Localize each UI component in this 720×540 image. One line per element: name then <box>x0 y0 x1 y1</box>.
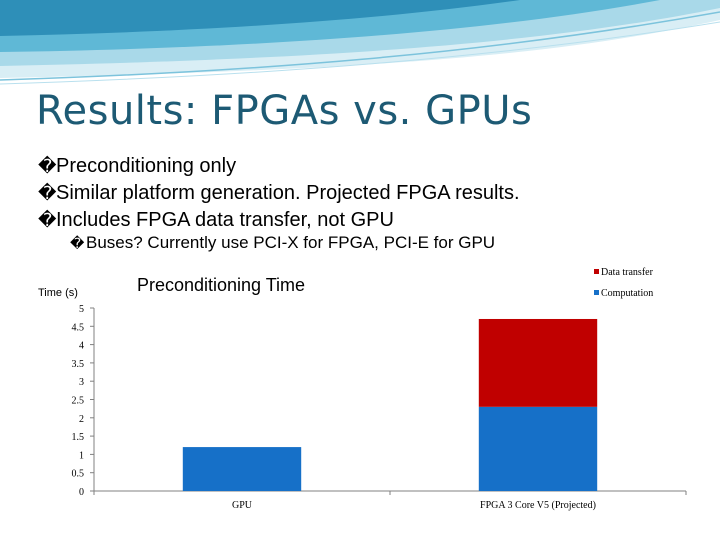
header-wave-decoration <box>0 0 720 85</box>
y-axis-label: Time (s) <box>38 287 78 299</box>
y-tick-label: 5 <box>79 304 84 315</box>
chart-title: Preconditioning Time <box>137 275 305 295</box>
bullet-data-transfer: �Includes FPGA data transfer, not GPU <box>38 209 394 232</box>
chart-legend: Data transfer Computation <box>594 267 654 299</box>
y-tick-label: 2.5 <box>72 396 85 407</box>
x-tick-labels: GPU FPGA 3 Core V5 (Projected) <box>232 500 596 511</box>
bullet-marker-icon: � <box>38 210 57 230</box>
slide-title: Results: FPGAs vs. GPUs <box>36 88 533 134</box>
x-tick-label: FPGA 3 Core V5 (Projected) <box>480 500 596 511</box>
legend-swatch <box>594 269 599 274</box>
y-tick-label: 2 <box>79 414 84 425</box>
legend-label: Computation <box>601 288 653 299</box>
bar-computation-1 <box>478 406 598 491</box>
y-tick-label: 0 <box>79 487 84 498</box>
sub-bullet-marker-icon: � <box>70 235 85 251</box>
sub-bullet-text: Buses? Currently use PCI-X for FPGA, PCI… <box>86 233 496 252</box>
bullet-marker-icon: � <box>38 156 57 176</box>
legend-label: Data transfer <box>601 267 654 278</box>
chart-bars <box>182 318 598 491</box>
y-tick-label: 4.5 <box>72 322 85 333</box>
legend-swatch <box>594 290 599 295</box>
preconditioning-time-chart: Preconditioning Time Time (s) Data trans… <box>38 267 687 511</box>
sub-bullet-buses: �Buses? Currently use PCI-X for FPGA, PC… <box>70 233 495 253</box>
y-tick-label: 4 <box>79 341 84 352</box>
bullet-text: Includes FPGA data transfer, not GPU <box>56 209 394 231</box>
bar-computation-0 <box>182 447 302 491</box>
y-tick-label: 3 <box>79 377 84 388</box>
y-tick-label: 1 <box>79 450 84 461</box>
bullet-text: Similar platform generation. Projected F… <box>56 182 520 204</box>
y-tick-label: 0.5 <box>72 469 85 480</box>
bullet-platform: �Similar platform generation. Projected … <box>38 182 520 205</box>
x-tick-label: GPU <box>232 500 253 511</box>
y-tick-label: 3.5 <box>72 359 85 370</box>
y-tick-label: 1.5 <box>72 432 85 443</box>
bullet-marker-icon: � <box>38 183 57 203</box>
bullet-preconditioning: �Preconditioning only <box>38 155 236 178</box>
bullet-text: Preconditioning only <box>56 155 237 177</box>
y-tick-labels: 0 0.5 1 1.5 2 2.5 3 3.5 4 4.5 5 <box>72 304 85 498</box>
bar-data-transfer-1 <box>478 318 598 407</box>
